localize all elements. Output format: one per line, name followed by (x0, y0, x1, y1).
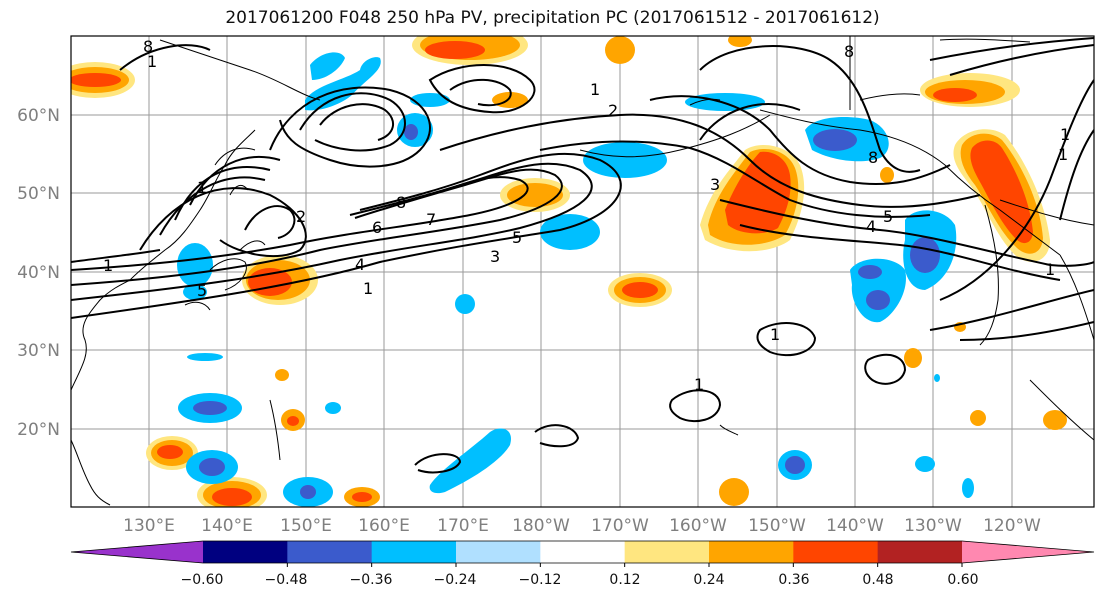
lon-label: 170°W (591, 516, 649, 536)
lon-label: 140°E (201, 516, 253, 536)
contour-label: 3 (710, 175, 720, 194)
contour-label: 1 (590, 80, 600, 99)
precip-positive-shading (71, 36, 1067, 507)
longitude-labels: 130°E 140°E 150°E 160°E 170°E 180°W 170°… (123, 516, 1041, 536)
lon-label: 130°E (123, 516, 175, 536)
contour-label: 1 (1045, 260, 1055, 279)
contour-label: 5 (512, 228, 522, 247)
map-frame (70, 35, 1095, 508)
colorbar-outline (70, 540, 1095, 564)
contour-label: 1 (1060, 125, 1070, 144)
lon-label: 140°W (826, 516, 884, 536)
contour-label: 5 (883, 207, 893, 226)
coastlines (71, 36, 1094, 506)
contour-label: 8 (844, 42, 854, 61)
contour-label: 3 (490, 247, 500, 266)
colorbar-ticks (286, 563, 963, 567)
lon-label: 160°E (358, 516, 410, 536)
colorbar-segment (877, 541, 963, 563)
lon-label: 130°W (904, 516, 962, 536)
gridlines (71, 36, 1094, 507)
contour-label: 1 (147, 52, 157, 71)
contour-label: 1 (694, 375, 704, 394)
colorbar-extension-high (962, 541, 1094, 563)
contour-label: 7 (426, 210, 436, 229)
contour-label: 4 (355, 255, 365, 274)
colorbar-segment (287, 541, 373, 563)
colorbar-segment (793, 541, 879, 563)
pv-contours (71, 37, 1094, 474)
colorbar: −0.60 −0.48 −0.36 −0.24 −0.12 0.12 0.24 … (70, 540, 1095, 588)
colorbar-tick-label: −0.36 (350, 572, 393, 588)
colorbar-tick-label: 0.60 (947, 572, 978, 588)
contour-label: 1 (1058, 145, 1068, 164)
colorbar-segment (456, 541, 541, 563)
lon-label: 180°W (512, 516, 570, 536)
colorbar-tick-label: 0.24 (693, 572, 724, 588)
lon-label: 120°W (983, 516, 1041, 536)
colorbar-segment (371, 541, 457, 563)
colorbar-segments (70, 540, 1095, 564)
colorbar-tick-label: −0.48 (265, 572, 308, 588)
contour-label: 1 (363, 279, 373, 298)
contour-label: 4 (866, 217, 876, 236)
lon-label: 160°W (669, 516, 727, 536)
lat-label: 50°N (17, 184, 60, 204)
colorbar-tick-label: 0.36 (778, 572, 809, 588)
colorbar-tick-label: 0.12 (609, 572, 640, 588)
colorbar-tick-label: 0.48 (862, 572, 893, 588)
map-title: 2017061200 F048 250 hPa PV, precipitatio… (225, 8, 880, 28)
lat-label: 40°N (17, 263, 60, 283)
contour-label: 1 (197, 178, 207, 197)
lon-label: 170°E (437, 516, 489, 536)
lat-label: 30°N (17, 341, 60, 361)
contour-label: 8 (868, 148, 878, 167)
colorbar-segment (540, 541, 626, 563)
precip-negative-shading (177, 52, 974, 507)
contour-labels: 8 1 8 6 7 4 1 1 3 5 2 5 1 2 1 8 3 4 5 1 … (103, 37, 1070, 394)
colorbar-tick-label: −0.24 (434, 572, 477, 588)
contour-label: 6 (372, 218, 382, 237)
contour-label: 2 (608, 101, 618, 120)
lat-label: 60°N (17, 106, 60, 126)
colorbar-segment (203, 541, 288, 563)
lon-label: 150°E (280, 516, 332, 536)
contour-label: 1 (103, 256, 113, 275)
colorbar-tick-label: −0.60 (181, 572, 224, 588)
lat-label: 20°N (17, 420, 60, 440)
colorbar-segment (624, 541, 710, 563)
colorbar-segment (709, 541, 794, 563)
contour-label: 8 (396, 193, 406, 212)
lon-label: 150°W (748, 516, 806, 536)
contour-label: 8 (143, 37, 153, 56)
colorbar-tick-label: −0.12 (519, 572, 562, 588)
colorbar-extension-low (71, 541, 203, 563)
latitude-labels: 60°N 50°N 40°N 30°N 20°N (17, 106, 60, 440)
contour-label: 2 (296, 207, 306, 226)
contour-label: 5 (197, 281, 207, 300)
contour-label: 1 (770, 325, 780, 344)
